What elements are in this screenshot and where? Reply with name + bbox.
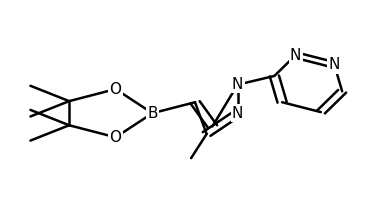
Text: B: B [147,106,158,121]
Text: O: O [110,130,122,145]
Text: N: N [329,57,340,72]
Text: O: O [110,81,122,97]
Text: N: N [232,77,243,92]
Text: N: N [290,48,301,63]
Text: N: N [232,106,243,121]
